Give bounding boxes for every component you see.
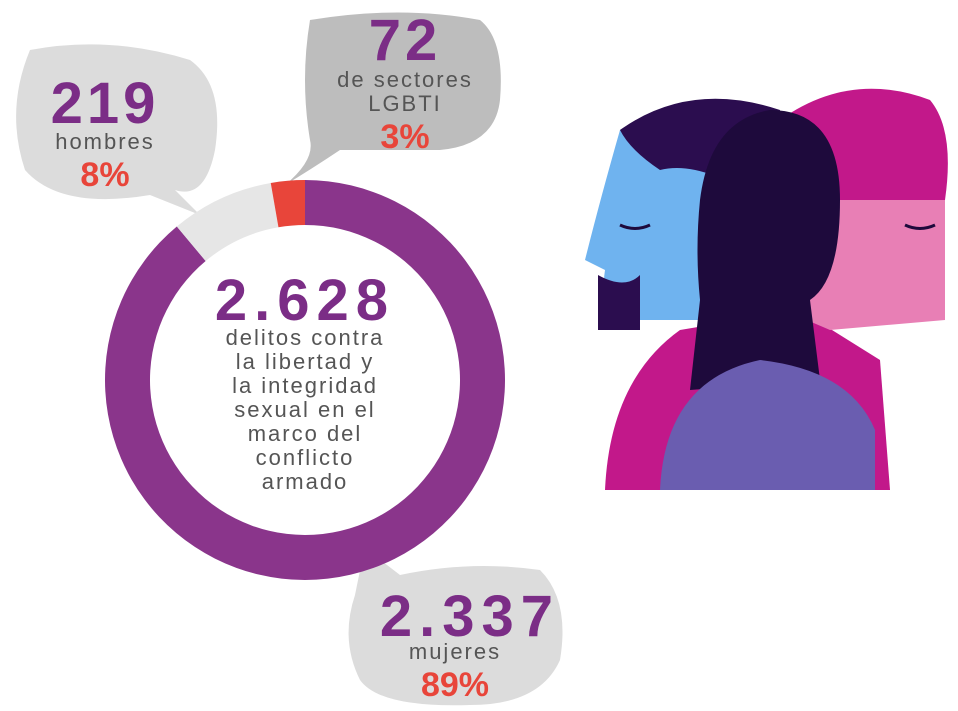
total-label: 2.628 <box>214 268 396 333</box>
value-label: 219 <box>50 71 160 136</box>
center-text-line: armado <box>261 469 349 494</box>
category-label: hombres <box>55 129 155 154</box>
donut-slice <box>270 180 305 228</box>
center-text: delitos contra la libertad y la integridad… <box>185 326 425 494</box>
category-label: de sectores LGBTI <box>337 67 473 116</box>
beard <box>598 275 640 330</box>
center-text-line: la libertad y <box>235 349 375 374</box>
speech-bubbles <box>16 12 563 706</box>
value-label: 2.337 <box>379 584 561 649</box>
category-label: mujeres <box>408 639 502 664</box>
bubble-mujeres <box>348 548 563 706</box>
center-head <box>690 110 840 390</box>
donut <box>105 180 506 580</box>
value-label: 72 <box>368 8 442 73</box>
bubble-lgbti <box>285 12 501 185</box>
center-text-line: delitos contra <box>225 325 385 350</box>
percentage-label: 3% <box>380 118 430 156</box>
center-text-line: sexual en el <box>234 397 376 422</box>
percentage-label: 8% <box>80 156 130 194</box>
eyes <box>619 223 936 230</box>
center-text-line: la integridad <box>232 373 378 398</box>
donut-slice <box>176 182 279 262</box>
percentage-label: 89% <box>420 666 490 704</box>
bubble-hombres <box>16 44 218 215</box>
center-text-line: marco del <box>247 421 363 446</box>
body-front <box>660 360 875 490</box>
illustration <box>585 88 948 490</box>
center-text-line: conflicto <box>255 445 355 470</box>
